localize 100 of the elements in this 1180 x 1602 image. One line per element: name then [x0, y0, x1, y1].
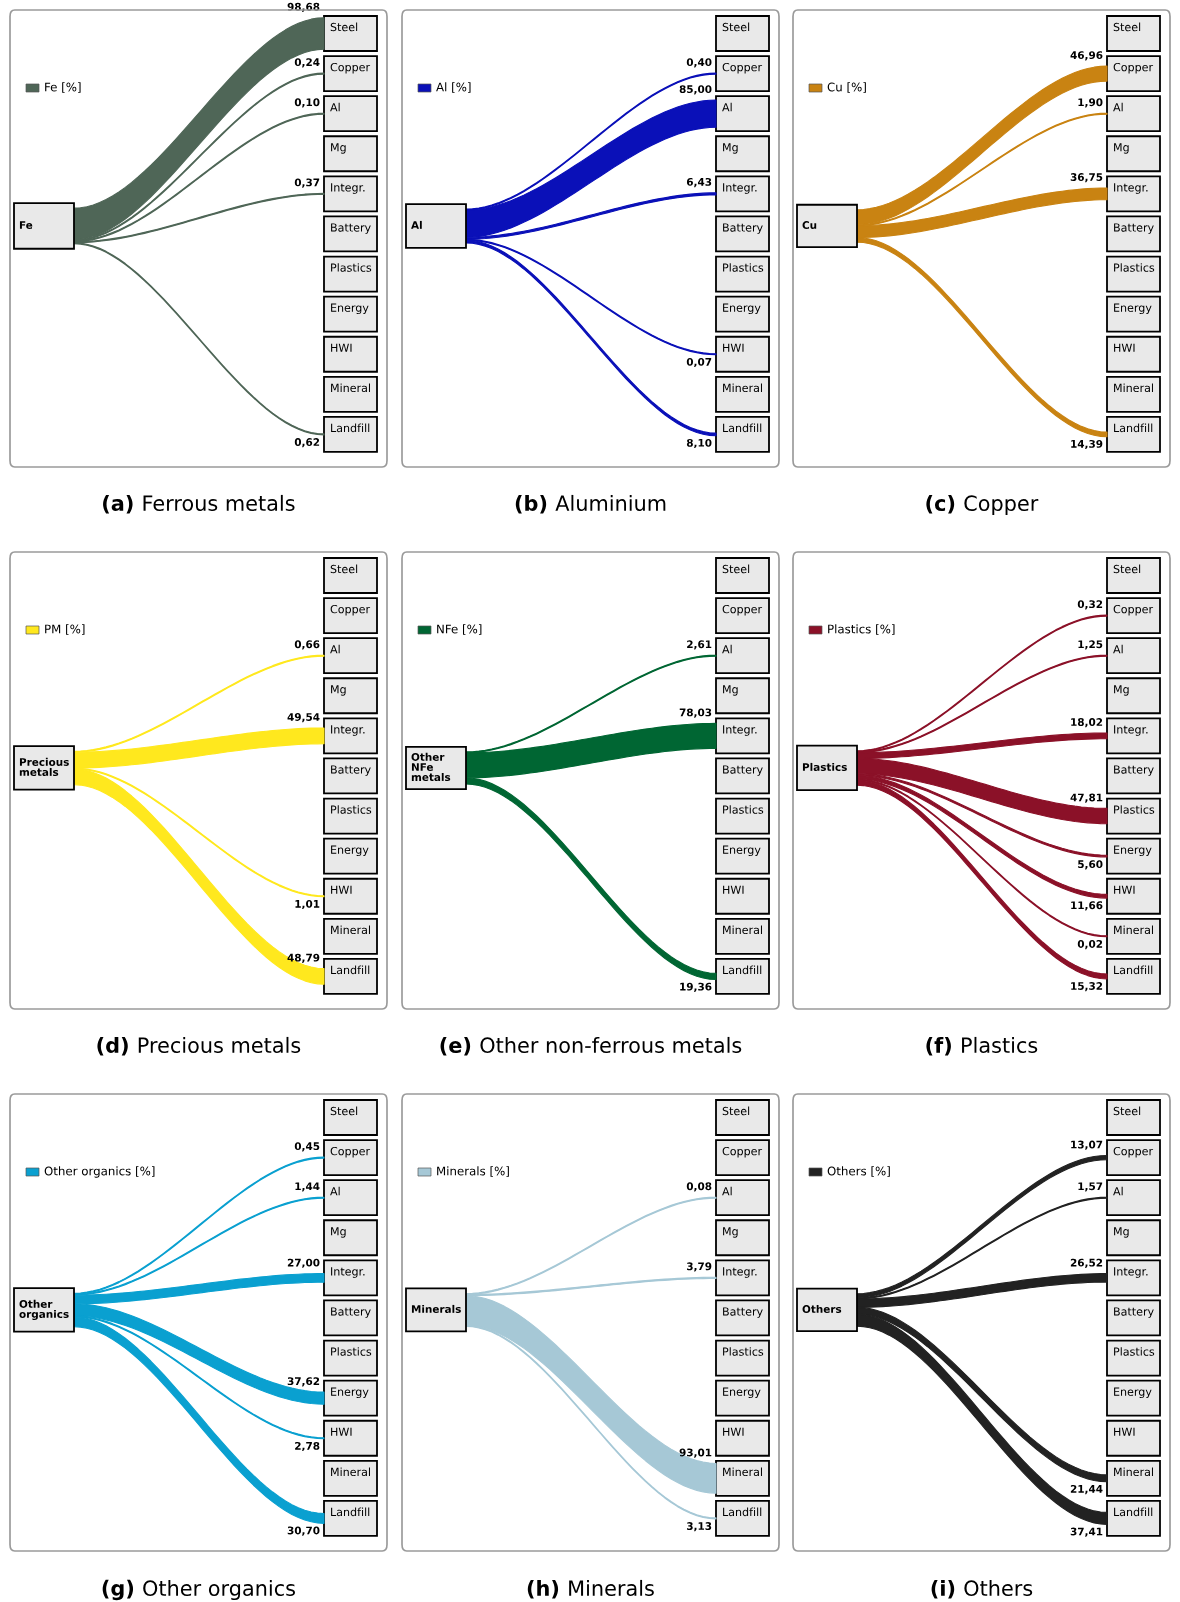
- text: (b) Aluminium: [515, 494, 666, 514]
- category-label: Integr.: [331, 725, 365, 736]
- legend-label: Al [%]: [436, 82, 471, 93]
- category-label: Mg: [723, 143, 738, 154]
- category-label: Copper: [330, 604, 371, 616]
- category-label: Mineral: [723, 1467, 762, 1477]
- category-label: Integr.: [1114, 183, 1148, 194]
- category-label: Mg: [1114, 685, 1129, 696]
- data-label: 1,25: [1078, 640, 1103, 650]
- category-label: HWI: [331, 1427, 352, 1436]
- text: (g) Other organics: [102, 1579, 295, 1601]
- data-label: 27,00: [287, 1258, 320, 1268]
- data-label: 13,07: [1071, 1140, 1103, 1150]
- legend-label: PM [%]: [45, 624, 85, 635]
- category-label: Battery: [331, 1307, 371, 1318]
- text: (i) Others: [931, 1579, 1033, 1599]
- data-label: 3,79: [687, 1262, 712, 1272]
- text: Minerals: [411, 1304, 461, 1313]
- category-label: Energy: [723, 1387, 761, 1399]
- text: (e) Other non-ferrous metals: [440, 1036, 742, 1056]
- data-label: 0,62: [294, 438, 320, 448]
- category-label: Integr.: [1114, 1267, 1148, 1278]
- category-label: Steel: [1113, 22, 1141, 32]
- category-label: Landfill: [723, 423, 762, 433]
- category-label: Battery: [723, 1307, 763, 1318]
- category-label: Mg: [331, 685, 346, 696]
- category-label: Mg: [1114, 1227, 1129, 1238]
- data-label: 98,68: [287, 2, 320, 13]
- legend-label: Plastics [%]: [828, 624, 895, 635]
- category-label: Mg: [723, 685, 738, 696]
- category-label: Mineral: [723, 383, 762, 393]
- category-label: Plastics: [1114, 805, 1155, 814]
- category-label: Plastics: [331, 805, 372, 814]
- category-label: Landfill: [331, 423, 370, 433]
- category-label: HWI: [331, 343, 352, 352]
- category-label: Mineral: [331, 925, 370, 935]
- category-label: Copper: [722, 1146, 763, 1158]
- category-label: Mineral: [1114, 383, 1153, 393]
- data-label: 0,08: [686, 1182, 712, 1192]
- text: (h) Minerals: [527, 1579, 654, 1599]
- data-label: 14,39: [1071, 439, 1103, 450]
- category-label: Steel: [722, 22, 750, 32]
- text: Other organics: [19, 1299, 69, 1321]
- category-label: Mg: [331, 143, 346, 154]
- data-label: 2,78: [295, 1441, 320, 1452]
- category-label: Al: [1113, 1186, 1123, 1196]
- text: (a) Ferrous metals: [103, 494, 295, 514]
- category-label: Plastics: [723, 805, 764, 814]
- category-label: Battery: [331, 765, 371, 776]
- category-label: Al: [722, 644, 732, 654]
- category-label: Landfill: [723, 965, 762, 975]
- data-label: 18,02: [1071, 718, 1103, 728]
- data-label: 1,90: [1078, 98, 1103, 108]
- category-label: Integr.: [1114, 725, 1148, 736]
- data-label: 0,66: [294, 640, 320, 650]
- text: Al: [411, 220, 422, 229]
- category-label: Copper: [330, 1146, 371, 1158]
- data-label: 30,70: [287, 1526, 320, 1536]
- data-label: 0,07: [686, 357, 712, 368]
- data-label: 36,75: [1070, 173, 1103, 183]
- category-label: Al: [330, 644, 340, 654]
- data-label: 1,44: [295, 1182, 320, 1192]
- data-label: 93,01: [679, 1448, 712, 1458]
- category-label: Integr.: [723, 725, 757, 736]
- category-label: Battery: [1114, 1307, 1154, 1318]
- category-label: Copper: [1113, 1146, 1154, 1158]
- data-label: 5,60: [1078, 860, 1103, 870]
- category-label: HWI: [723, 885, 744, 894]
- category-label: Battery: [1114, 765, 1154, 776]
- category-label: Steel: [330, 1106, 358, 1116]
- legend-label: NFe [%]: [437, 624, 482, 635]
- category-label: Copper: [722, 604, 763, 616]
- category-label: Plastics: [331, 263, 372, 272]
- category-label: Al: [330, 102, 340, 112]
- category-label: Plastics: [1114, 1347, 1155, 1356]
- category-label: Integr.: [723, 1267, 757, 1278]
- category-label: Energy: [723, 303, 761, 315]
- category-label: Battery: [331, 223, 371, 234]
- category-label: Landfill: [1114, 1507, 1153, 1517]
- category-label: Energy: [331, 303, 369, 315]
- category-label: Steel: [330, 564, 358, 574]
- category-label: Plastics: [723, 263, 764, 272]
- data-label: 37,41: [1070, 1527, 1103, 1537]
- category-label: HWI: [723, 343, 744, 352]
- data-label: 48,79: [287, 953, 320, 963]
- category-label: Landfill: [723, 1507, 762, 1517]
- legend-label: Minerals [%]: [437, 1166, 509, 1177]
- category-label: Energy: [331, 845, 369, 857]
- data-label: 2,61: [687, 640, 712, 650]
- category-label: Al: [722, 1186, 732, 1196]
- data-label: 19,36: [680, 982, 712, 992]
- category-label: Mineral: [723, 925, 762, 935]
- category-label: Integr.: [723, 183, 757, 194]
- text: (f) Plastics: [926, 1036, 1038, 1056]
- category-label: Copper: [1113, 604, 1154, 616]
- category-label: Steel: [722, 564, 750, 574]
- category-label: Mineral: [1114, 925, 1153, 935]
- data-label: 8,10: [686, 438, 712, 449]
- category-label: Energy: [1114, 303, 1152, 315]
- text: Other NFe metals: [411, 752, 451, 782]
